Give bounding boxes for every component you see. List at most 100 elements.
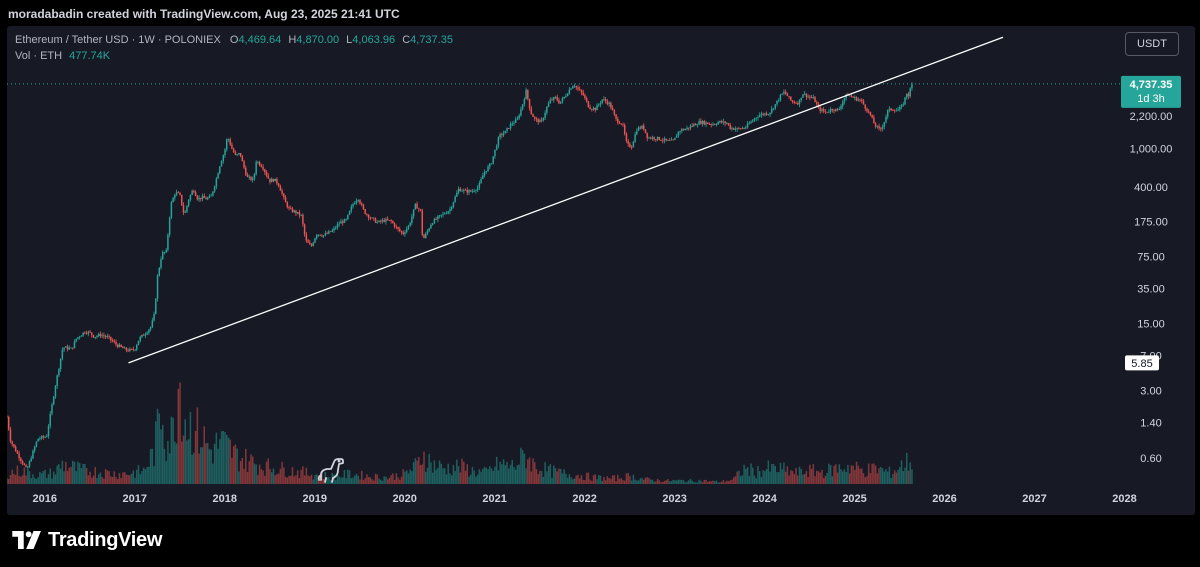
volume-bar-381 (665, 480, 667, 484)
time-tick-label-11: 2027 (1022, 493, 1046, 505)
currency-button[interactable]: USDT (1125, 32, 1179, 56)
volume-bar-234 (411, 471, 413, 484)
candle-body-359 (627, 141, 629, 144)
symbol-legend[interactable]: Ethereum / Tether USD · 1W · POLONIEX O4… (15, 32, 453, 64)
volume-bar-305 (533, 462, 536, 484)
candle-body-361 (630, 147, 633, 148)
volume-bar-217 (381, 480, 384, 484)
candle-body-37 (70, 347, 72, 349)
candle-body-370 (646, 132, 648, 139)
volume-bar-382 (667, 478, 669, 484)
candlestick-series[interactable] (7, 82, 913, 468)
chart-panel[interactable]: 12,000.002,200.001,000.00400.00175.0075.… (7, 26, 1195, 515)
candle-body-433 (755, 117, 757, 119)
dinosaur-icon[interactable] (317, 458, 344, 483)
volume-bar-32 (61, 460, 64, 484)
candle-body-257 (450, 206, 453, 210)
volume-bar-448 (781, 469, 783, 484)
volume-bar-247 (433, 460, 436, 484)
high-label: H (288, 34, 297, 46)
volume-bar-76 (137, 465, 140, 484)
volume-label[interactable]: Vol · ETH (15, 50, 63, 62)
volume-bar-123 (219, 439, 221, 484)
candle-body-523 (911, 83, 913, 89)
candle-body-252 (442, 213, 444, 215)
candle-body-438 (764, 113, 766, 115)
candle-body-207 (364, 209, 366, 214)
volume-bar-299 (523, 453, 526, 484)
candle-body-315 (551, 99, 553, 101)
volume-bar-246 (431, 472, 434, 484)
candle-body-447 (779, 94, 782, 101)
volume-bar-276 (483, 466, 486, 484)
volume-bar-499 (869, 473, 872, 484)
symbol-description[interactable]: Ethereum / Tether USD · 1W · POLONIEX (15, 34, 221, 46)
volume-bar-285 (499, 461, 501, 484)
volume-bar-114 (203, 426, 206, 484)
candle-body-196 (345, 219, 347, 221)
volume-bar-505 (880, 466, 882, 484)
time-axis[interactable]: 2016 2017 2018 2019 2020 2021 2022 2023 2024 2025… (33, 493, 1137, 505)
legend-symbol-row[interactable]: Ethereum / Tether USD · 1W · POLONIEX O4… (15, 32, 453, 48)
volume-bar-244 (428, 453, 430, 484)
candle-body-81 (146, 332, 148, 335)
volume-bar-354 (618, 478, 621, 484)
candle-body-180 (317, 234, 320, 236)
volume-bar-272 (476, 474, 479, 484)
candle-body-124 (220, 161, 223, 167)
price-tick-label-11: 0.60 (1140, 453, 1161, 465)
volume-bar-341 (596, 479, 598, 484)
candle-body-104 (186, 205, 188, 212)
volume-bar-326 (570, 477, 572, 484)
volume-bar-329 (575, 475, 578, 484)
volume-bar-193 (340, 477, 342, 484)
volume-bar-39 (73, 461, 76, 484)
candle-body-93 (167, 234, 169, 250)
candle-body-268 (469, 190, 472, 192)
candle-body-95 (170, 202, 173, 218)
candle-body-265 (464, 189, 467, 191)
candle-body-449 (783, 91, 785, 94)
last-price-value: 4,737.35 (1130, 79, 1173, 91)
candle-body-473 (824, 111, 827, 112)
candle-body-387 (675, 136, 678, 138)
volume-bar-201 (354, 475, 356, 484)
volume-bar-394 (687, 480, 690, 484)
volume-bar-212 (373, 480, 375, 484)
volume-value: 477.74K (69, 50, 111, 62)
trendline[interactable] (128, 36, 1004, 364)
volume-bar-173 (305, 467, 308, 484)
candle-body-143 (253, 173, 256, 179)
volume-bar-117 (208, 449, 211, 484)
volume-bar-93 (167, 440, 169, 484)
volume-bar-377 (658, 480, 661, 484)
candle-body-137 (243, 161, 245, 168)
candle-body-505 (880, 128, 882, 130)
candle-body-136 (241, 155, 244, 162)
candle-body-112 (200, 197, 202, 200)
candle-body-32 (61, 349, 64, 359)
volume-bar-95 (170, 416, 173, 484)
candle-body-446 (777, 100, 780, 101)
volume-bar-238 (418, 456, 420, 484)
volume-bar-421 (734, 476, 737, 484)
volume-bar-387 (675, 480, 678, 484)
legend-volume-row[interactable]: Vol · ETH 477.74K (15, 48, 453, 64)
candle-body-111 (198, 197, 200, 200)
volume-bar-516 (899, 467, 901, 484)
volume-bar-385 (672, 479, 674, 484)
volume-bar-290 (508, 468, 510, 484)
candle-body-460 (802, 94, 804, 98)
candle-body-187 (329, 231, 332, 233)
tradingview-brand[interactable]: TradingView (12, 527, 162, 553)
candle-body-16 (33, 446, 36, 451)
candle-body-453 (790, 96, 792, 101)
candle-body-443 (772, 108, 775, 110)
candle-body-194 (341, 221, 344, 223)
volume-bar-494 (861, 468, 863, 484)
candle-body-416 (726, 123, 728, 124)
candle-body-462 (805, 93, 808, 98)
candle-body-475 (828, 111, 830, 113)
volume-bar-422 (736, 471, 738, 484)
chart-canvas[interactable]: 12,000.002,200.001,000.00400.00175.0075.… (7, 26, 1195, 515)
